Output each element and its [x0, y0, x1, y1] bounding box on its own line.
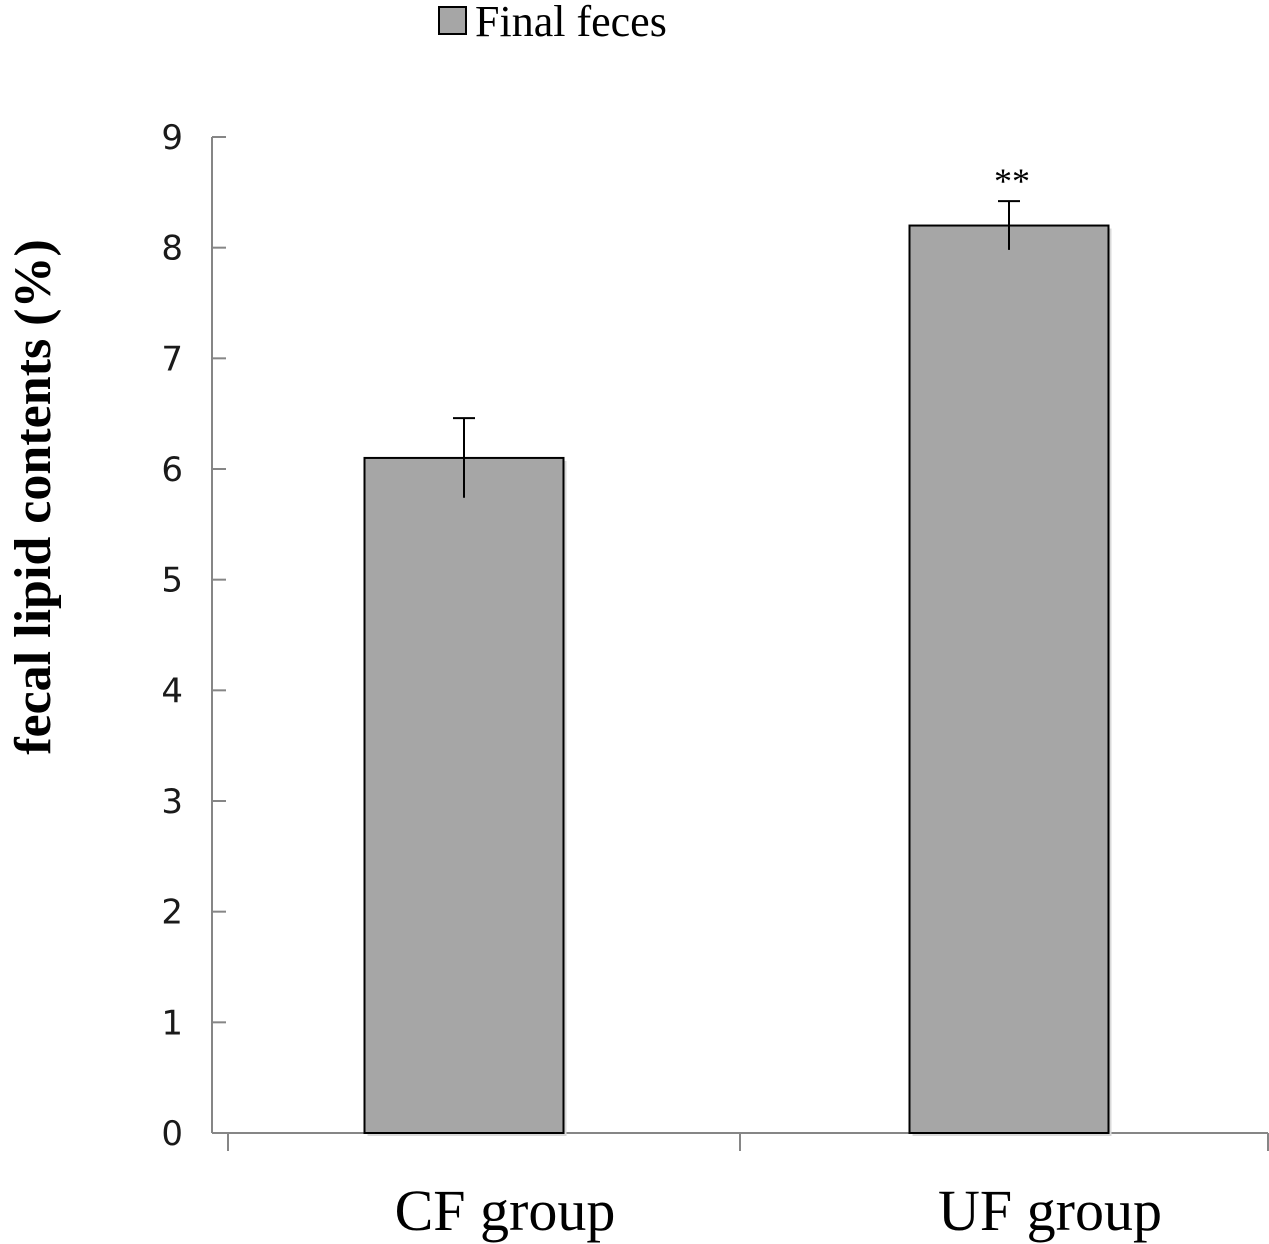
y-tick-label: 4 — [161, 671, 183, 711]
legend-swatch — [438, 6, 467, 35]
y-tick-label: 7 — [161, 339, 183, 379]
y-tick-label: 3 — [161, 782, 183, 822]
x-tick-labels: CF group UF group — [395, 1178, 1162, 1243]
y-ticks: 0 1 2 3 4 5 6 7 8 9 — [161, 118, 226, 1154]
y-tick-label: 1 — [161, 1003, 183, 1043]
y-axis-title: fecal lipid contents (%) — [5, 239, 62, 755]
bar — [363, 456, 565, 1134]
y-tick-label: 0 — [161, 1114, 183, 1154]
y-tick-label: 2 — [161, 893, 183, 933]
y-tick-label: 8 — [161, 229, 183, 269]
legend: Final feces — [438, 0, 667, 46]
y-tick-label: 5 — [161, 561, 183, 601]
legend-label: Final feces — [475, 0, 667, 46]
x-tick-label: CF group — [395, 1178, 616, 1243]
bars: ** — [363, 161, 1112, 1137]
x-tick-label: UF group — [938, 1178, 1162, 1243]
y-tick-label: 6 — [161, 450, 183, 490]
bar — [908, 224, 1110, 1135]
significance-annotation: ** — [994, 161, 1030, 201]
y-tick-label: 9 — [161, 118, 183, 158]
